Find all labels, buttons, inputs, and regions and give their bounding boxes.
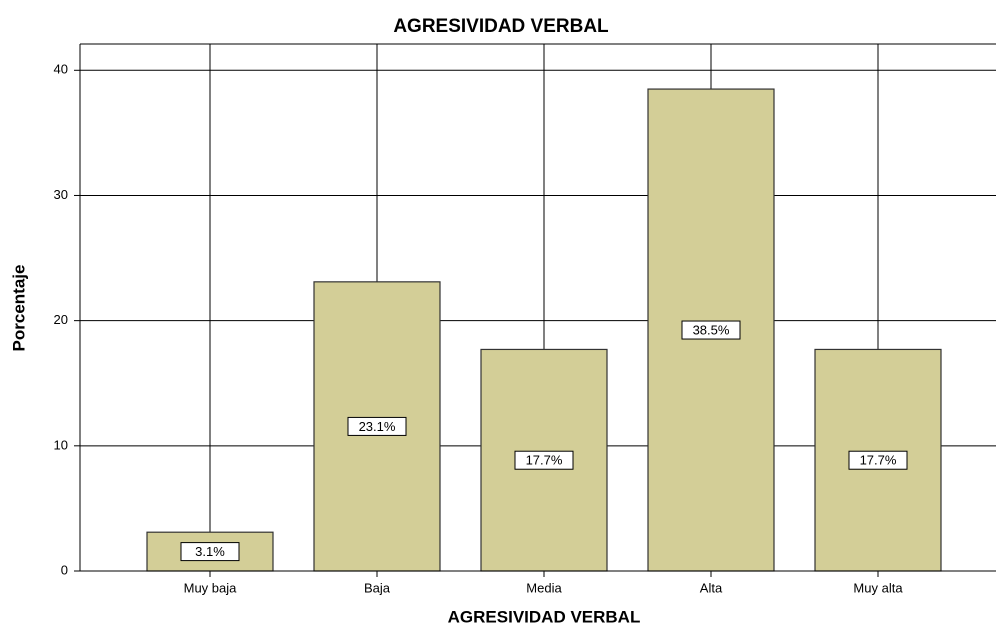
value-label-box	[180, 542, 240, 562]
value-label-box	[347, 416, 407, 436]
y-tick-label: 30	[54, 187, 68, 202]
y-tick-label: 20	[54, 312, 68, 327]
value-label: 17.7%	[860, 453, 897, 468]
x-tick-label: Alta	[700, 580, 723, 595]
x-tick-label: Muy baja	[184, 580, 238, 595]
value-label-box	[514, 450, 574, 470]
chart-title: AGRESIVIDAD VERBAL	[393, 16, 609, 37]
value-label: 3.1%	[195, 544, 225, 559]
x-tick-label: Muy alta	[853, 580, 903, 595]
y-tick-label: 10	[54, 437, 68, 452]
value-label: 38.5%	[693, 322, 730, 337]
value-label-box	[848, 450, 908, 470]
x-tick-label: Baja	[364, 580, 391, 595]
y-tick-label: 40	[54, 62, 68, 77]
value-label: 23.1%	[359, 419, 396, 434]
y-tick-label: 0	[61, 562, 68, 577]
y-axis-title: Porcentaje	[9, 265, 28, 352]
value-label-box	[681, 320, 741, 340]
value-label: 17.7%	[526, 453, 563, 468]
x-axis-title: AGRESIVIDAD VERBAL	[448, 607, 641, 626]
x-tick-label: Media	[526, 580, 562, 595]
